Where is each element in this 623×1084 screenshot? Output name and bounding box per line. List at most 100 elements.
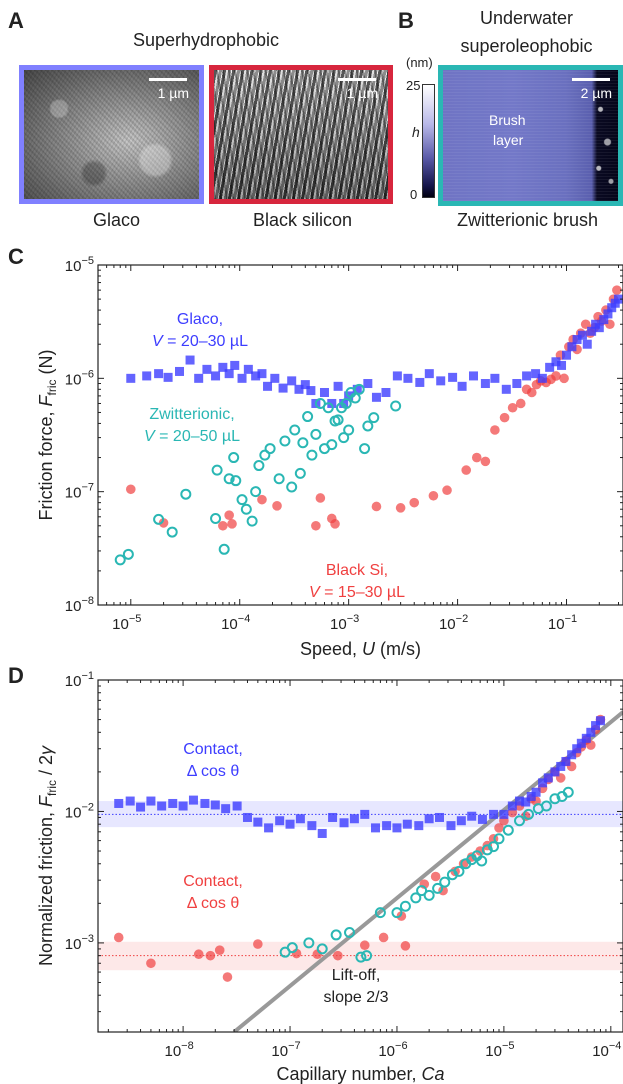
point-zwitterionic — [302, 411, 314, 423]
point-zwitterionic — [297, 437, 309, 449]
point-glaco — [142, 371, 152, 381]
point-glaco — [550, 767, 560, 777]
panel-label-d: D — [8, 663, 24, 688]
point-glaco — [531, 369, 541, 379]
point-glaco — [371, 823, 381, 833]
point-black_si — [371, 501, 382, 512]
point-black_si — [409, 497, 420, 508]
plot-area-C — [114, 285, 623, 566]
point-glaco — [545, 362, 555, 372]
point-zwitterionic — [180, 488, 192, 500]
point-black_si — [222, 972, 233, 982]
point-black_si — [333, 950, 343, 961]
point-glaco — [221, 804, 231, 814]
point-zwitterionic — [316, 943, 328, 955]
point-glaco — [515, 796, 525, 806]
point-black_si — [499, 412, 510, 423]
point-glaco — [567, 342, 577, 352]
point-black_si — [400, 941, 411, 951]
point-glaco — [232, 801, 242, 811]
point-zwitterionic — [246, 515, 258, 527]
point-zwitterionic — [236, 494, 248, 506]
annotation-glaco-line1: Glaco, — [177, 311, 223, 328]
point-black_si — [125, 484, 136, 495]
point-glaco — [531, 787, 541, 797]
point-zwitterionic — [502, 824, 514, 836]
y-tick-label-D: 10−3 — [65, 933, 94, 953]
point-glaco — [499, 809, 509, 819]
point-glaco — [224, 369, 234, 379]
plot-frame-C — [97, 264, 623, 606]
y-tick-label-C: 10−6 — [65, 368, 94, 388]
point-glaco — [586, 727, 596, 737]
point-zwitterionic — [416, 885, 428, 897]
point-glaco — [352, 384, 362, 394]
point-black_si — [330, 519, 340, 529]
point-black_si — [480, 456, 491, 467]
point-black_si — [461, 465, 472, 475]
point-glaco — [175, 366, 185, 376]
point-black_si — [218, 520, 228, 531]
point-zwitterionic — [330, 929, 342, 941]
point-glaco — [595, 716, 605, 726]
point-glaco — [257, 369, 267, 379]
zwitterionic-brush-caption: Zwitterionic brush — [456, 210, 599, 230]
point-zwitterionic — [355, 951, 367, 963]
friction-force-chart: 10−5 10−4 10−3 10−2 10−1 10−8 10−7 10−6 10−5 Spee… — [36, 255, 623, 659]
point-glaco — [287, 376, 297, 386]
point-glaco — [402, 819, 412, 829]
point-glaco — [319, 387, 329, 397]
point-zwitterionic — [349, 392, 361, 404]
point-black_si — [193, 949, 204, 960]
point-black_si — [428, 490, 439, 501]
point-glaco — [572, 335, 582, 345]
point-black_si — [612, 285, 622, 295]
point-glaco — [360, 809, 370, 819]
point-zwitterionic — [399, 900, 411, 912]
point-glaco — [469, 371, 479, 381]
point-black_si — [146, 958, 156, 969]
point-glaco — [114, 798, 124, 808]
point-zwitterionic — [340, 397, 352, 409]
point-black_si — [113, 932, 124, 943]
point-zwitterionic — [326, 439, 338, 451]
point-glaco — [210, 800, 220, 810]
point-glaco — [556, 761, 566, 771]
point-glaco — [424, 369, 434, 379]
point-glaco — [163, 372, 173, 382]
point-zwitterionic — [166, 526, 178, 538]
glaco-scale-bar — [149, 78, 187, 81]
point-glaco — [594, 323, 604, 333]
brush-layer-label-line2: layer — [493, 132, 524, 148]
x-tick-label-D: 10−6 — [378, 1040, 407, 1060]
point-black_si — [507, 402, 518, 413]
y-tick-label-D: 10−2 — [65, 801, 94, 821]
point-black_si — [438, 885, 448, 896]
black-silicon-micrograph: 1 µm — [209, 65, 393, 204]
point-glaco — [285, 819, 295, 829]
point-black_si — [559, 373, 569, 384]
point-zwitterionic — [493, 833, 505, 845]
point-glaco — [146, 796, 156, 806]
point-zwitterionic — [228, 452, 240, 464]
point-glaco — [371, 392, 381, 402]
panel-label-c: C — [8, 244, 24, 269]
point-glaco — [200, 798, 210, 808]
point-glaco — [136, 802, 146, 812]
annotation-fit-line2: slope 2/3 — [324, 989, 389, 1006]
point-glaco — [490, 373, 500, 383]
point-glaco — [328, 812, 338, 822]
point-black_si — [580, 319, 591, 330]
annotation-zwitterionic-line2: V = 20–50 µL — [144, 428, 240, 445]
point-glaco — [415, 377, 425, 387]
point-glaco — [448, 372, 458, 382]
point-glaco — [275, 816, 285, 826]
point-glaco — [306, 386, 316, 396]
point-glaco — [581, 733, 591, 743]
point-glaco — [381, 387, 391, 397]
point-glaco — [125, 796, 135, 806]
annotation-black_si-line2: V = 15–30 µL — [309, 584, 405, 601]
annotation-fit-line1: Lift-off, — [332, 967, 381, 984]
point-zwitterionic — [343, 424, 355, 436]
point-zwitterionic — [391, 907, 403, 919]
